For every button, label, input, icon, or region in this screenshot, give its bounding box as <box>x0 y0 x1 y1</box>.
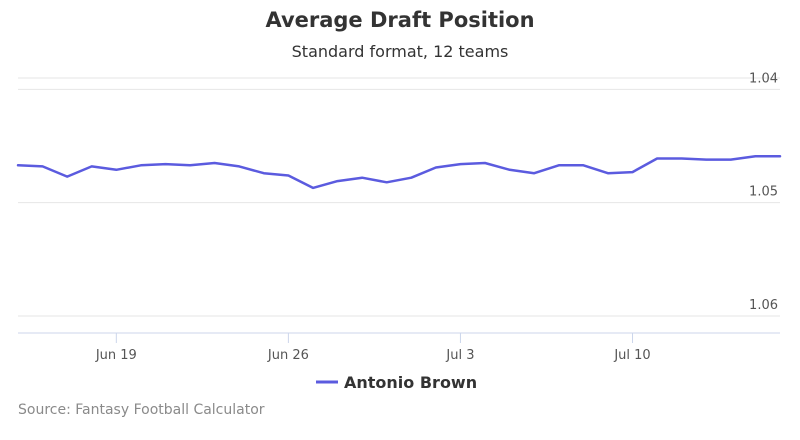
y-tick-label: 1.04 <box>749 71 778 86</box>
y-tick-label: 1.05 <box>749 185 778 200</box>
data-point[interactable] <box>531 170 537 176</box>
data-point[interactable] <box>752 153 758 159</box>
data-point[interactable] <box>482 160 488 166</box>
data-point[interactable] <box>113 167 119 173</box>
y-tick-label: 1.06 <box>749 298 778 313</box>
data-point[interactable] <box>261 170 267 176</box>
series-line-antonio-brown[interactable] <box>16 154 782 190</box>
data-point[interactable] <box>359 175 365 181</box>
x-tick-label: Jun 19 <box>95 348 137 363</box>
data-point[interactable] <box>630 169 636 175</box>
data-point[interactable] <box>162 161 168 167</box>
data-point[interactable] <box>408 175 414 181</box>
data-point[interactable] <box>728 157 734 163</box>
data-point[interactable] <box>187 162 193 168</box>
chart-title: Average Draft Position <box>265 8 535 32</box>
x-tick-label: Jun 26 <box>267 348 309 363</box>
legend-label-antonio-brown[interactable]: Antonio Brown <box>344 373 477 392</box>
x-tick-label: Jul 3 <box>445 348 474 363</box>
data-point[interactable] <box>605 170 611 176</box>
y-axis-ticks: 1.04 1.05 1.06 <box>749 71 778 313</box>
data-point[interactable] <box>138 162 144 168</box>
x-axis: Jun 19 Jun 26 Jul 3 Jul 10 <box>18 332 780 363</box>
data-point[interactable] <box>679 155 685 161</box>
data-point[interactable] <box>433 165 439 171</box>
chart-subtitle: Standard format, 12 teams <box>291 42 509 61</box>
data-point[interactable] <box>310 185 316 191</box>
gridlines <box>18 77 780 317</box>
data-point[interactable] <box>580 162 586 168</box>
data-point[interactable] <box>384 179 390 185</box>
data-point[interactable] <box>212 160 218 166</box>
series-layer <box>15 153 783 191</box>
data-point[interactable] <box>64 174 70 180</box>
data-point[interactable] <box>236 163 242 169</box>
data-point[interactable] <box>15 162 21 168</box>
x-tick-label: Jul 10 <box>613 348 650 363</box>
data-point[interactable] <box>40 163 46 169</box>
data-point[interactable] <box>89 163 95 169</box>
data-point[interactable] <box>335 178 341 184</box>
data-point[interactable] <box>777 153 783 159</box>
data-point[interactable] <box>703 157 709 163</box>
data-point[interactable] <box>457 161 463 167</box>
data-point[interactable] <box>654 155 660 161</box>
data-point[interactable] <box>285 172 291 178</box>
data-point[interactable] <box>556 162 562 168</box>
data-point[interactable] <box>507 167 513 173</box>
credit-text: Source: Fantasy Football Calculator <box>18 402 265 418</box>
legend[interactable]: Antonio Brown <box>316 373 477 392</box>
